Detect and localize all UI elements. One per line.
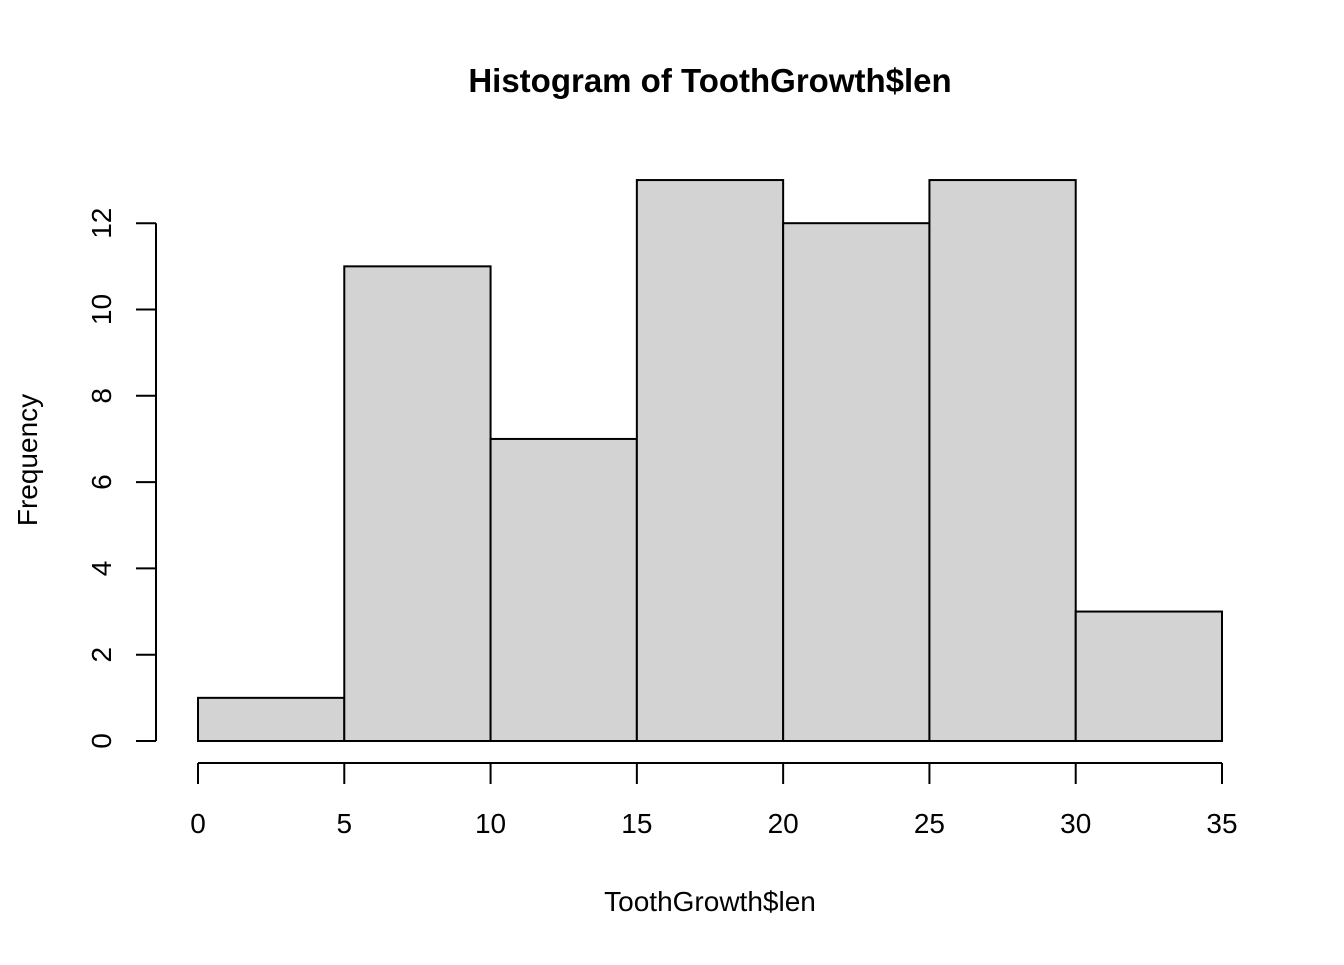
- x-tick-label: 35: [1206, 808, 1237, 839]
- y-axis: 0 2 4 6 8 10 12: [86, 208, 157, 749]
- y-tick-label: 0: [86, 733, 117, 749]
- y-tick-label: 10: [86, 294, 117, 325]
- histogram-bar-1: [197, 696, 346, 742]
- chart-title: Histogram of ToothGrowth$len: [468, 62, 951, 99]
- y-axis-label: Frequency: [12, 394, 43, 526]
- bars-group: [197, 179, 1223, 743]
- histogram-bar-5: [782, 222, 931, 742]
- x-axis: 0 5 10 15 20 25 30 35: [190, 762, 1238, 839]
- x-axis-label: ToothGrowth$len: [604, 886, 816, 917]
- x-tick-label: 20: [768, 808, 799, 839]
- y-tick-label: 4: [86, 561, 117, 577]
- x-tick-label: 0: [190, 808, 206, 839]
- y-tick-label: 2: [86, 647, 117, 663]
- x-tick-label: 25: [914, 808, 945, 839]
- y-tick-label: 6: [86, 474, 117, 490]
- histogram-bar-4: [635, 179, 785, 743]
- x-tick-label: 5: [336, 808, 352, 839]
- x-tick-label: 15: [621, 808, 652, 839]
- histogram-bar-6: [928, 179, 1077, 743]
- y-tick-label: 8: [86, 388, 117, 404]
- x-tick-label: 10: [475, 808, 506, 839]
- histogram-bar-2: [343, 265, 492, 742]
- y-tick-label: 12: [86, 208, 117, 239]
- x-tick-label: 30: [1060, 808, 1091, 839]
- histogram-bar-3: [489, 437, 638, 742]
- histogram-bar-7: [1074, 610, 1223, 742]
